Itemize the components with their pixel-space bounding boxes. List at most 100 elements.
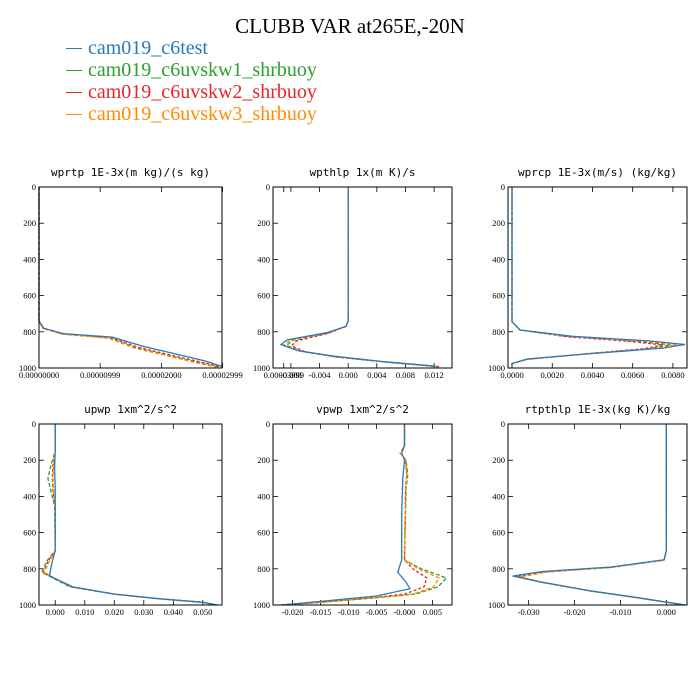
x-tick-label: 0.030: [134, 607, 153, 617]
x-tick-label: 0.050: [193, 607, 212, 617]
series-line-cam019_c6test: [512, 424, 685, 606]
series-line-cam019_c6uvskw1_shrbuoy: [281, 424, 448, 606]
legend-item-c6uvskw1: cam019_c6uvskw1_shrbuoy: [66, 59, 317, 81]
panel-title: wpthlp 1x(m K)/s: [310, 166, 416, 179]
legend-item-c6test: cam019_c6test: [66, 37, 317, 59]
y-tick-label: 1000: [19, 363, 36, 373]
plot-frame: [272, 186, 453, 369]
x-tick-label: -0.010: [338, 607, 360, 617]
legend-label-c6test: cam019_c6test: [88, 37, 208, 59]
y-tick-label: 1000: [19, 600, 36, 610]
x-tick-label: 0.00003999: [264, 370, 304, 380]
plot-frame: [507, 423, 688, 606]
x-tick-label: 0.000: [657, 607, 676, 617]
x-tick-label: 0.010: [75, 607, 94, 617]
y-tick-label: 600: [23, 528, 36, 538]
y-tick-label: 0: [266, 419, 270, 429]
x-tick-label: 0.040: [164, 607, 183, 617]
legend: cam019_c6test cam019_c6uvskw1_shrbuoy ca…: [66, 37, 317, 125]
x-tick-label: 0.000: [46, 607, 65, 617]
series-line-cam019_c6uvskw2_shrbuoy: [515, 424, 685, 606]
y-tick-label: 600: [257, 528, 270, 538]
series-line-cam019_c6test: [281, 424, 412, 606]
x-tick-label: 0.00000000: [19, 370, 59, 380]
legend-swatch-c6uvskw1: [66, 69, 82, 71]
x-tick-label: 0.008: [396, 370, 415, 380]
legend-item-c6uvskw3: cam019_c6uvskw3_shrbuoy: [66, 103, 317, 125]
x-tick-label: 0.0020: [541, 370, 564, 380]
x-tick-label: 0.0040: [581, 370, 604, 380]
y-tick-label: 0: [266, 182, 270, 192]
legend-swatch-c6test: [66, 47, 82, 49]
legend-swatch-c6uvskw3: [66, 113, 82, 115]
y-tick-label: 600: [492, 528, 505, 538]
series-line-cam019_c6uvskw3_shrbuoy: [38, 187, 217, 368]
y-tick-label: 600: [257, 291, 270, 301]
panel-title: wprcp 1E-3x(m/s) (kg/kg): [518, 166, 677, 179]
y-tick-label: 1000: [253, 600, 270, 610]
panel-title: vpwp 1xm^2/s^2: [316, 403, 409, 416]
x-tick-label: -0.004: [309, 370, 332, 380]
y-tick-label: 200: [492, 218, 505, 228]
x-tick-label: 0.000: [339, 370, 358, 380]
y-tick-label: 1000: [253, 363, 270, 373]
y-tick-label: 400: [492, 254, 505, 264]
y-tick-label: 1000: [488, 363, 505, 373]
plot-frame: [507, 186, 688, 369]
x-tick-label: 0.00002999: [202, 370, 242, 380]
x-tick-label: 0.0060: [621, 370, 644, 380]
x-tick-label: -0.010: [609, 607, 631, 617]
x-tick-label: -0.008: [280, 370, 302, 380]
y-tick-label: 1000: [488, 600, 505, 610]
x-tick-label: 0.020: [105, 607, 124, 617]
plot-frame: [38, 186, 223, 369]
series-line-cam019_c6uvskw1_shrbuoy: [41, 424, 215, 606]
y-tick-label: 200: [23, 455, 36, 465]
y-tick-label: 800: [492, 564, 505, 574]
legend-item-c6uvskw2: cam019_c6uvskw2_shrbuoy: [66, 81, 317, 103]
series-line-cam019_c6uvskw1_shrbuoy: [519, 424, 685, 606]
y-tick-label: 200: [257, 455, 270, 465]
y-tick-label: 400: [492, 491, 505, 501]
x-tick-label: 0.00000999: [80, 370, 120, 380]
series-line-cam019_c6uvskw2_shrbuoy: [38, 187, 220, 368]
x-tick-label: 0.00002000: [141, 370, 181, 380]
x-tick-label: 0.004: [367, 370, 387, 380]
x-tick-label: -0.020: [564, 607, 586, 617]
series-line-cam019_c6uvskw1_shrbuoy: [511, 187, 672, 368]
panel-title: wprtp 1E-3x(m kg)/(s kg): [51, 166, 210, 179]
legend-label-c6uvskw2: cam019_c6uvskw2_shrbuoy: [88, 81, 317, 103]
series-line-cam019_c6uvskw3_shrbuoy: [281, 424, 441, 606]
plot-frame: [272, 423, 453, 606]
panel-title: rtpthlp 1E-3x(kg K)/kg: [525, 403, 671, 416]
x-tick-label: 0.012: [425, 370, 444, 380]
x-tick-label: -0.000: [393, 607, 415, 617]
y-tick-label: 0: [501, 419, 505, 429]
y-tick-label: 400: [257, 491, 270, 501]
x-tick-label: -0.020: [282, 607, 304, 617]
y-tick-label: 200: [257, 218, 270, 228]
series-line-cam019_c6uvskw3_shrbuoy: [520, 424, 685, 606]
x-tick-label: 0.0000: [500, 370, 523, 380]
plot-frame: [38, 423, 223, 606]
y-tick-label: 600: [492, 291, 505, 301]
y-tick-label: 400: [23, 491, 36, 501]
y-tick-label: 600: [23, 291, 36, 301]
y-tick-label: 0: [32, 419, 36, 429]
series-line-cam019_c6uvskw3_shrbuoy: [43, 424, 217, 606]
series-line-cam019_c6test: [279, 187, 436, 367]
x-tick-label: -0.015: [310, 607, 332, 617]
x-tick-label: 0.005: [423, 607, 442, 617]
panel-title: upwp 1xm^2/s^2: [84, 403, 177, 416]
y-tick-label: 0: [501, 182, 505, 192]
y-tick-label: 800: [23, 564, 36, 574]
x-tick-label: -0.030: [518, 607, 540, 617]
y-tick-label: 200: [23, 218, 36, 228]
legend-label-c6uvskw1: cam019_c6uvskw1_shrbuoy: [88, 59, 317, 81]
legend-label-c6uvskw3: cam019_c6uvskw3_shrbuoy: [88, 103, 317, 125]
x-tick-label: -0.005: [366, 607, 388, 617]
series-line-cam019_c6uvskw1_shrbuoy: [285, 187, 438, 368]
series-line-cam019_c6uvskw2_shrbuoy: [290, 187, 440, 368]
